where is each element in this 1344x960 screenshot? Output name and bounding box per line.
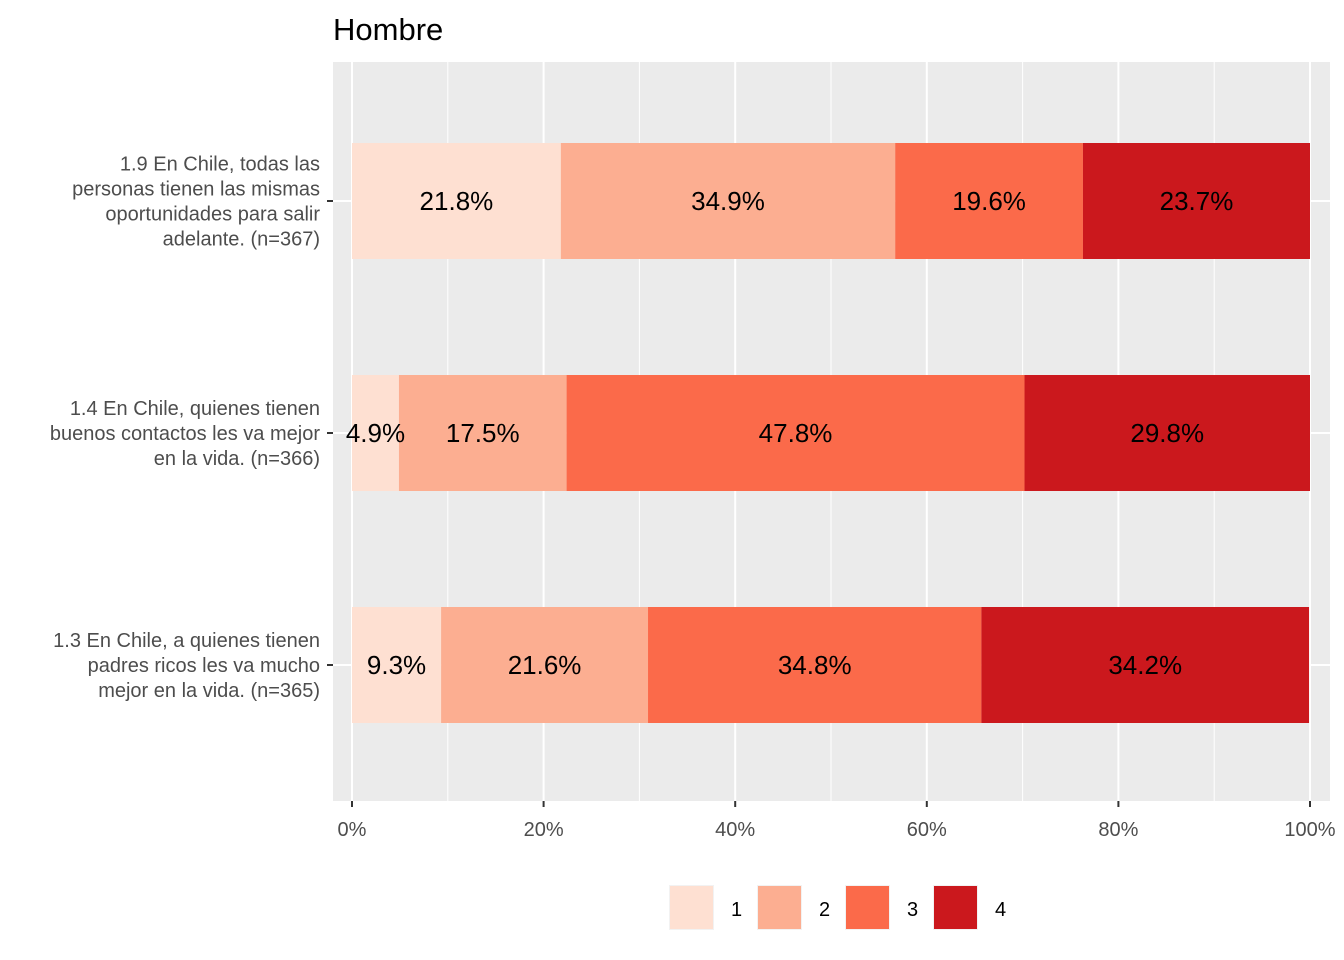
bars <box>352 143 1310 723</box>
category-label: 1.3 En Chile, a quienes tienen <box>53 630 320 652</box>
x-tick-label: 20% <box>524 819 564 841</box>
bar-segment <box>352 143 561 259</box>
category-label: padres ricos les va mucho <box>88 655 320 677</box>
x-axis: 0% 20% 40% 60% 80% 100% <box>338 801 1336 841</box>
data-label: 23.7% <box>1160 186 1234 216</box>
data-label: 17.5% <box>446 418 520 448</box>
x-tick-label: 80% <box>1098 819 1138 841</box>
bar-segment <box>441 607 649 723</box>
category-label: personas tienen las mismas <box>72 179 320 201</box>
x-tick-label: 40% <box>715 819 755 841</box>
bar-segment <box>895 143 1083 259</box>
chart-title: Hombre <box>333 12 443 47</box>
bar-segment <box>560 143 896 259</box>
category-label: mejor en la vida. (n=365) <box>98 680 320 702</box>
data-label: 9.3% <box>367 650 426 680</box>
data-label: 34.8% <box>778 650 852 680</box>
data-label: 34.2% <box>1108 650 1182 680</box>
bar-segment <box>398 375 567 491</box>
bar-segment <box>648 607 982 723</box>
y-axis: 1.9 En Chile, todas las personas tienen l… <box>50 154 333 702</box>
data-label: 34.9% <box>691 186 765 216</box>
data-labels: 21.8% 34.9% 19.6% 23.7% 4.9% 17.5% 47.8% 29.8% 9… <box>346 186 1234 680</box>
legend-swatch <box>670 886 713 929</box>
data-label: 19.6% <box>952 186 1026 216</box>
data-label: 29.8% <box>1130 418 1204 448</box>
legend-swatch <box>758 886 801 929</box>
legend-label: 3 <box>907 899 918 921</box>
category-label: en la vida. (n=366) <box>154 448 320 470</box>
legend-label: 2 <box>819 899 830 921</box>
bar-segment <box>1024 375 1310 491</box>
data-label: 47.8% <box>759 418 833 448</box>
category-label: 1.9 En Chile, todas las <box>120 154 320 176</box>
legend: 1 2 3 4 <box>669 885 1006 930</box>
legend-swatch <box>934 886 977 929</box>
x-tick-label: 60% <box>907 819 947 841</box>
data-label: 21.6% <box>508 650 582 680</box>
bar-segment <box>352 375 399 491</box>
bar-segment <box>352 607 442 723</box>
x-tick-label: 0% <box>338 819 367 841</box>
category-label: adelante. (n=367) <box>163 229 320 251</box>
data-label: 21.8% <box>420 186 494 216</box>
category-label: oportunidades para salir <box>105 204 320 226</box>
legend-swatch <box>846 886 889 929</box>
bar-segment <box>566 375 1025 491</box>
bar-segment <box>981 607 1310 723</box>
data-label: 4.9% <box>346 418 405 448</box>
bar-segment <box>1082 143 1310 259</box>
category-label: buenos contactos les va mejor <box>50 423 320 445</box>
category-label: 1.4 En Chile, quienes tienen <box>70 398 320 420</box>
legend-label: 1 <box>731 899 742 921</box>
legend-label: 4 <box>995 899 1006 921</box>
x-tick-label: 100% <box>1284 819 1335 841</box>
